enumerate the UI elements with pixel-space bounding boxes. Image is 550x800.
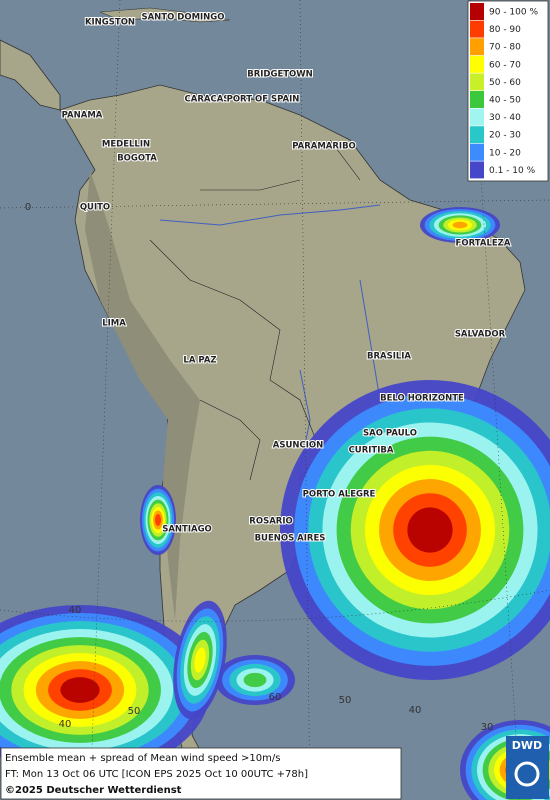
grid-label: 0	[25, 202, 31, 213]
footer-title: Ensemble mean + spread of Mean wind spee…	[5, 753, 280, 764]
city-label: FORTALEZA	[456, 239, 511, 249]
city-label: QUITO	[80, 203, 110, 213]
city-label: BRIDGETOWN	[247, 70, 313, 80]
legend-swatch	[470, 108, 484, 126]
city-label: PARAMARIBO	[292, 142, 356, 152]
city-label: MEDELLIN	[102, 140, 150, 150]
city-label: CARACAS	[185, 95, 230, 105]
legend-label: 30 - 40	[489, 113, 521, 123]
logo-text: DWD	[512, 739, 542, 752]
grid-label: 60	[269, 692, 282, 703]
legend-swatch	[470, 143, 484, 161]
wind-class-area	[194, 647, 206, 673]
wind-class-area	[155, 514, 161, 526]
city-label: BELO HORIZONTE	[380, 394, 464, 404]
city-label: LA PAZ	[183, 356, 216, 366]
footer-forecast-time: FT: Mon 13 Oct 06 UTC [ICON EPS 2025 Oct…	[5, 769, 308, 780]
legend-swatch	[470, 3, 484, 20]
legend-label: 20 - 30	[489, 131, 521, 141]
legend-label: 90 - 100 %	[489, 8, 538, 18]
grid-label: 30	[481, 722, 494, 733]
city-label: KINGSTON	[85, 18, 135, 28]
grid-label: 40	[409, 705, 422, 716]
grid-label: 50	[128, 706, 141, 717]
wind-class-area	[407, 507, 453, 553]
city-label: SANTO DOMINGO	[141, 13, 224, 23]
city-label: PORT OF SPAIN	[227, 95, 300, 105]
graticule-labels: 0 40 40 50 60 50 40 30	[25, 202, 494, 733]
city-label: BUENOS AIRES	[255, 534, 326, 544]
legend-swatch	[470, 161, 484, 179]
city-label: SANTIAGO	[162, 525, 212, 535]
city-label: PORTO ALEGRE	[303, 490, 376, 500]
legend-label: 80 - 90	[489, 25, 521, 35]
legend-label: 10 - 20	[489, 148, 521, 158]
city-label: PANAMA	[62, 111, 103, 121]
legend-swatch	[470, 91, 484, 108]
legend-swatch	[470, 38, 484, 56]
legend-label: 0.1 - 10 %	[489, 166, 536, 176]
footer-box	[0, 747, 402, 800]
city-label: SAO PAULO	[363, 429, 417, 439]
city-label: ROSARIO	[249, 517, 292, 527]
grid-label: 50	[339, 695, 352, 706]
legend-label: 70 - 80	[489, 43, 521, 53]
legend-label: 60 - 70	[489, 60, 521, 70]
city-label: LIMA	[102, 319, 126, 329]
legend-label: 40 - 50	[489, 96, 521, 106]
wind-field	[0, 207, 550, 800]
legend-swatch	[470, 73, 484, 91]
grid-label: 40	[69, 605, 82, 616]
wind-class-area	[452, 221, 468, 229]
city-label: SALVADOR	[455, 330, 506, 340]
city-label: ASUNCION	[273, 441, 323, 451]
city-labels: KINGSTON SANTO DOMINGO BRIDGETOWN CARACA…	[61, 12, 512, 545]
grid-label: 40	[59, 719, 72, 730]
legend-swatch	[470, 126, 484, 144]
legend-label: 50 - 60	[489, 78, 521, 88]
wind-class-area	[243, 672, 267, 688]
logo-box	[506, 736, 549, 799]
legend: 90 - 100 % 80 - 90 70 - 80 60 - 70 50 - 60 40…	[467, 0, 549, 182]
city-label: BOGOTA	[117, 154, 157, 164]
city-label: CURITIBA	[349, 446, 394, 456]
wind-class-area	[60, 677, 100, 703]
logo-swirl	[514, 761, 540, 787]
legend-swatch	[470, 20, 484, 38]
city-label: BRASILIA	[367, 352, 411, 362]
footer-copyright: ©2025 Deutscher Wetterdienst	[5, 785, 182, 796]
legend-swatch	[470, 55, 484, 73]
